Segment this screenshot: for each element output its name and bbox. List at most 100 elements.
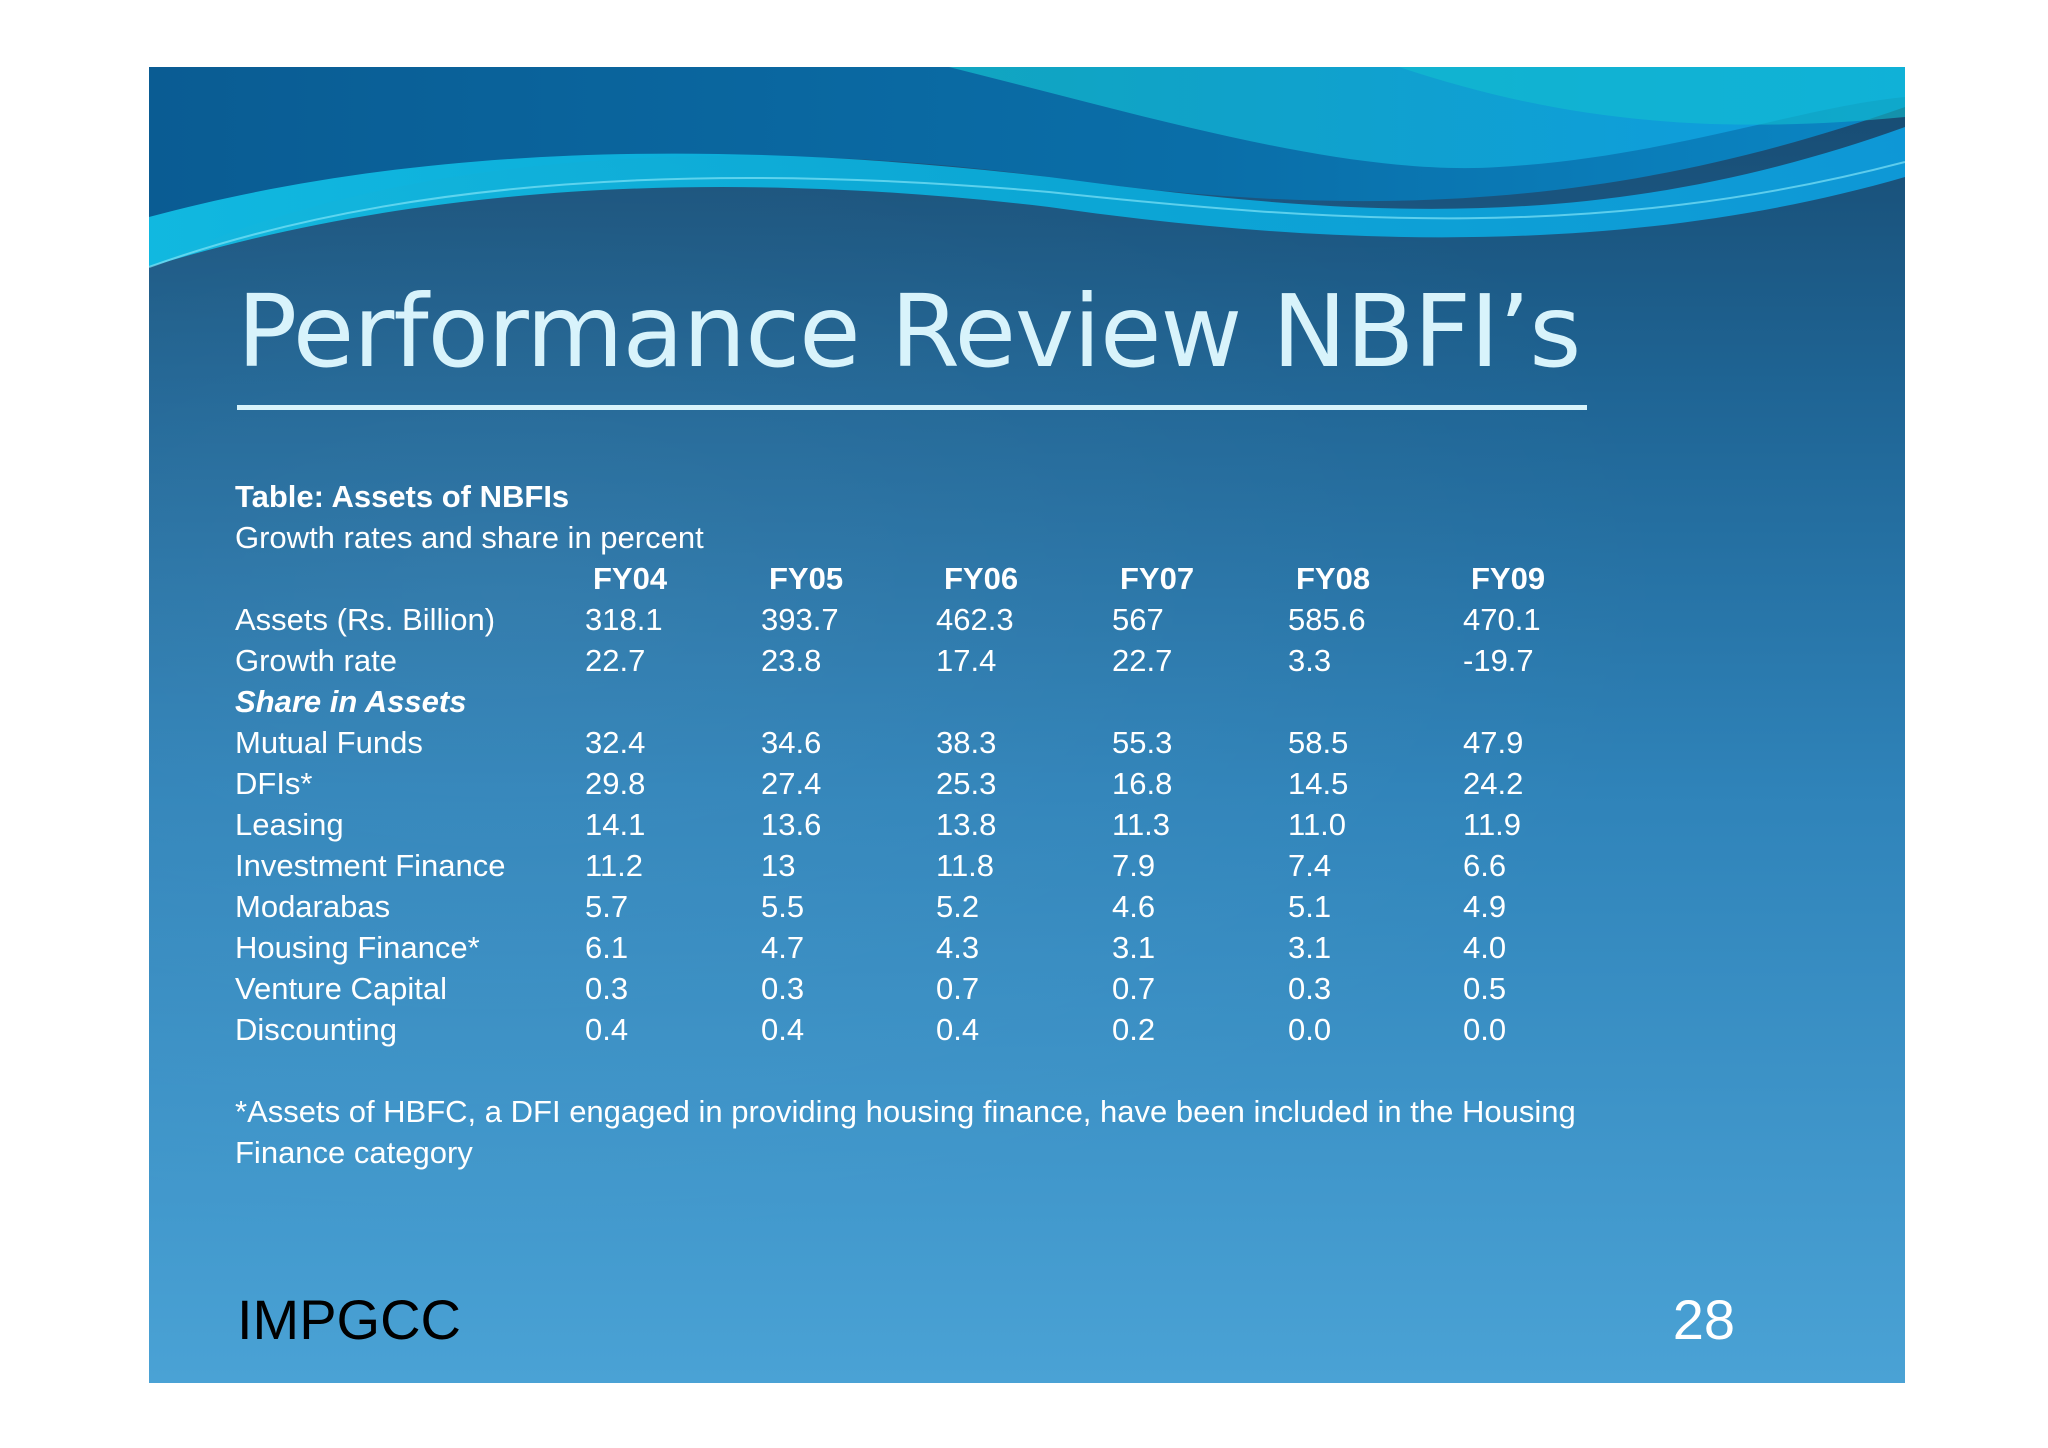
- table-cell: 38.3: [936, 725, 997, 760]
- table-cell: 23.8: [761, 643, 822, 678]
- row-label: Venture Capital: [235, 971, 447, 1006]
- table-cell: 32.4: [585, 725, 646, 760]
- table-cell: 567: [1112, 602, 1164, 637]
- table-cell: 16.8: [1112, 766, 1173, 801]
- table-cell: 393.7: [761, 602, 839, 637]
- column-header: FY05: [769, 561, 844, 596]
- table-cell: 55.3: [1112, 725, 1173, 760]
- table-header-row: FY04 FY05 FY06 FY07 FY08 FY09: [235, 558, 1735, 599]
- table-cell: 6.1: [585, 930, 629, 965]
- table-cell: 5.2: [936, 889, 980, 924]
- table-cell: 27.4: [761, 766, 822, 801]
- table-cell: 4.3: [936, 930, 980, 965]
- table-row: Venture Capital 0.3 0.3 0.7 0.7 0.3 0.5: [235, 968, 1735, 1009]
- row-label: Modarabas: [235, 889, 391, 924]
- table-cell: 13.8: [936, 807, 997, 842]
- table-cell: 4.7: [761, 930, 805, 965]
- column-header: FY06: [944, 561, 1019, 596]
- table-cell: 11.0: [1288, 807, 1347, 842]
- background-gradient: [149, 67, 1905, 1383]
- column-header: FY07: [1120, 561, 1195, 596]
- table-cell: 7.4: [1288, 848, 1332, 883]
- table-cell: 585.6: [1288, 602, 1366, 637]
- table-cell: 470.1: [1463, 602, 1541, 637]
- table-cell: 5.7: [585, 889, 629, 924]
- table-cell: 13: [761, 848, 796, 883]
- table-cell: 11.9: [1463, 807, 1522, 842]
- table-cell: 11.8: [936, 848, 995, 883]
- page-number: 28: [1672, 1288, 1735, 1351]
- table-cell: 0.4: [761, 1012, 805, 1047]
- table-cell: 34.6: [761, 725, 822, 760]
- table-cell: 0.7: [936, 971, 980, 1006]
- table-row: Growth rate 22.7 23.8 17.4 22.7 3.3 -19.7: [235, 640, 1735, 681]
- column-header: FY04: [593, 561, 668, 596]
- footnote-continued: Finance category: [235, 1135, 473, 1170]
- table-cell: -19.7: [1463, 643, 1534, 678]
- table-cell: 11.2: [585, 848, 644, 883]
- table-row: Discounting 0.4 0.4 0.4 0.2 0.0 0.0: [235, 1009, 1735, 1050]
- table-cell: 5.5: [761, 889, 805, 924]
- table-cell: 14.5: [1288, 766, 1349, 801]
- table-row: Mutual Funds 32.4 34.6 38.3 55.3 58.5 47.9: [235, 722, 1735, 763]
- table-cell: 7.9: [1112, 848, 1156, 883]
- table-section-row: Share in Assets: [235, 681, 1735, 722]
- table-cell: 24.2: [1463, 766, 1524, 801]
- table-cell: 3.1: [1288, 930, 1332, 965]
- table-row: Assets (Rs. Billion) 318.1 393.7 462.3 567 58…: [235, 599, 1735, 640]
- table-cell: 58.5: [1288, 725, 1349, 760]
- table-cell: 47.9: [1463, 725, 1524, 760]
- table-subtitle: Growth rates and share in percent: [235, 520, 704, 555]
- row-label: DFIs*: [235, 766, 313, 801]
- table-cell: 3.1: [1112, 930, 1156, 965]
- decorative-wave-header: [149, 67, 1905, 268]
- slide-title: Performance Review NBFI’s: [237, 273, 1581, 390]
- table-cell: 4.6: [1112, 889, 1156, 924]
- table-cell: 0.3: [585, 971, 629, 1006]
- table-cell: 0.4: [936, 1012, 980, 1047]
- table-title: Table: Assets of NBFIs: [235, 479, 570, 514]
- table-cell: 3.3: [1288, 643, 1332, 678]
- table-cell: 0.3: [1288, 971, 1332, 1006]
- title-underline: [237, 405, 1587, 410]
- table-row: Housing Finance* 6.1 4.7 4.3 3.1 3.1 4.0: [235, 927, 1735, 968]
- slide: Performance Review NBFI’s Table: Assets …: [149, 67, 1905, 1383]
- table-cell: 0.2: [1112, 1012, 1156, 1047]
- row-label: Mutual Funds: [235, 725, 423, 760]
- table-row: Leasing 14.1 13.6 13.8 11.3 11.0 11.9: [235, 804, 1735, 845]
- row-label: Assets (Rs. Billion): [235, 602, 496, 637]
- table-cell: 5.1: [1288, 889, 1332, 924]
- column-header: FY09: [1471, 561, 1546, 596]
- table-cell: 4.0: [1463, 930, 1507, 965]
- table-cell: 0.0: [1288, 1012, 1332, 1047]
- table-cell: 14.1: [585, 807, 646, 842]
- table-cell: 0.5: [1463, 971, 1507, 1006]
- table-row: Modarabas 5.7 5.5 5.2 4.6 5.1 4.9: [235, 886, 1735, 927]
- table-cell: 4.9: [1463, 889, 1507, 924]
- row-label: Investment Finance: [235, 848, 506, 883]
- table-cell: 0.4: [585, 1012, 629, 1047]
- table-cell: 0.0: [1463, 1012, 1507, 1047]
- row-label: Growth rate: [235, 643, 397, 678]
- table-cell: 6.6: [1463, 848, 1507, 883]
- row-label: Leasing: [235, 807, 344, 842]
- table-cell: 22.7: [585, 643, 646, 678]
- footer-organization: IMPGCC: [237, 1288, 461, 1351]
- table-cell: 0.3: [761, 971, 805, 1006]
- table-row: Investment Finance 11.2 13 11.8 7.9 7.4 6.6: [235, 845, 1735, 886]
- table-cell: 29.8: [585, 766, 646, 801]
- section-label: Share in Assets: [235, 684, 467, 719]
- table-cell: 13.6: [761, 807, 822, 842]
- column-header: FY08: [1296, 561, 1371, 596]
- table-cell: 318.1: [585, 602, 663, 637]
- table-cell: 25.3: [936, 766, 997, 801]
- row-label: Housing Finance*: [235, 930, 480, 965]
- table-cell: 22.7: [1112, 643, 1173, 678]
- footnote: *Assets of HBFC, a DFI engaged in provid…: [235, 1094, 1576, 1129]
- row-label: Discounting: [235, 1012, 397, 1047]
- table-cell: 462.3: [936, 602, 1014, 637]
- table-cell: 0.7: [1112, 971, 1156, 1006]
- table-row: DFIs* 29.8 27.4 25.3 16.8 14.5 24.2: [235, 763, 1735, 804]
- table-cell: 11.3: [1112, 807, 1171, 842]
- table-cell: 17.4: [936, 643, 997, 678]
